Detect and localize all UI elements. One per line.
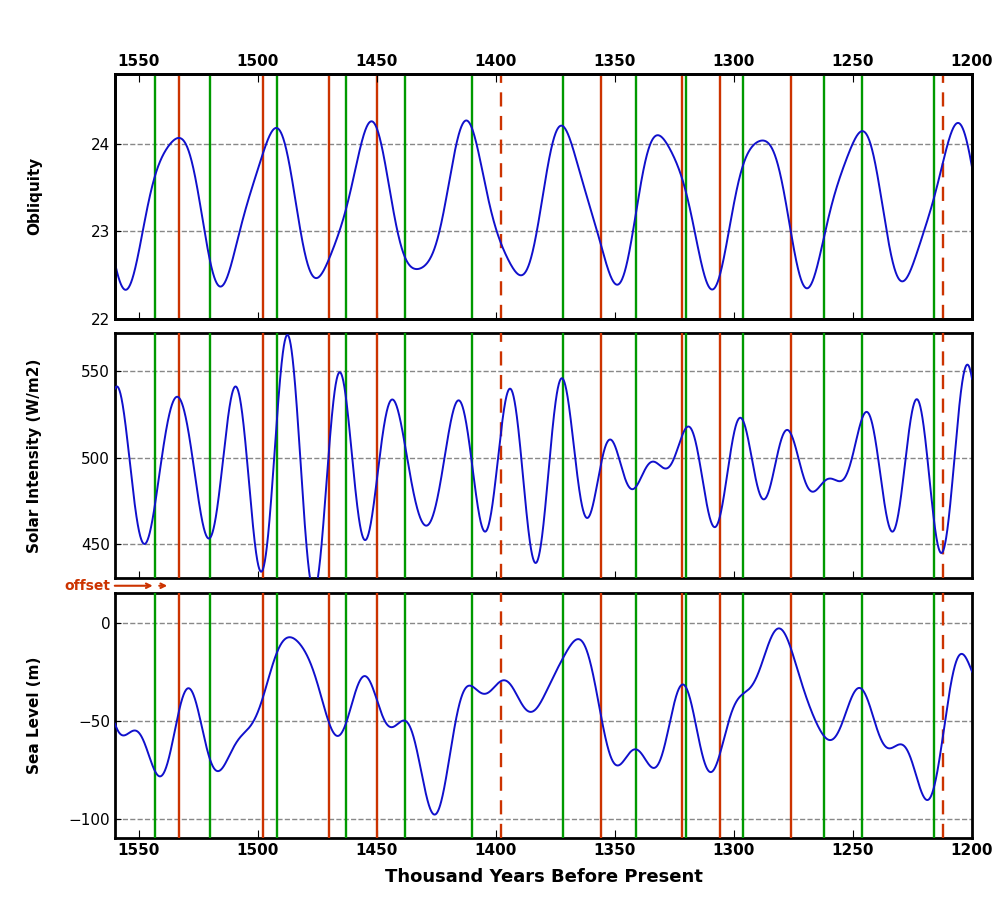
Y-axis label: Solar Intensity (W/m2): Solar Intensity (W/m2) [27, 358, 42, 554]
Text: offset: offset [64, 578, 110, 593]
Y-axis label: Obliquity: Obliquity [27, 157, 42, 235]
X-axis label: Thousand Years Before Present: Thousand Years Before Present [385, 868, 702, 886]
Y-axis label: Sea Level (m): Sea Level (m) [27, 657, 42, 775]
